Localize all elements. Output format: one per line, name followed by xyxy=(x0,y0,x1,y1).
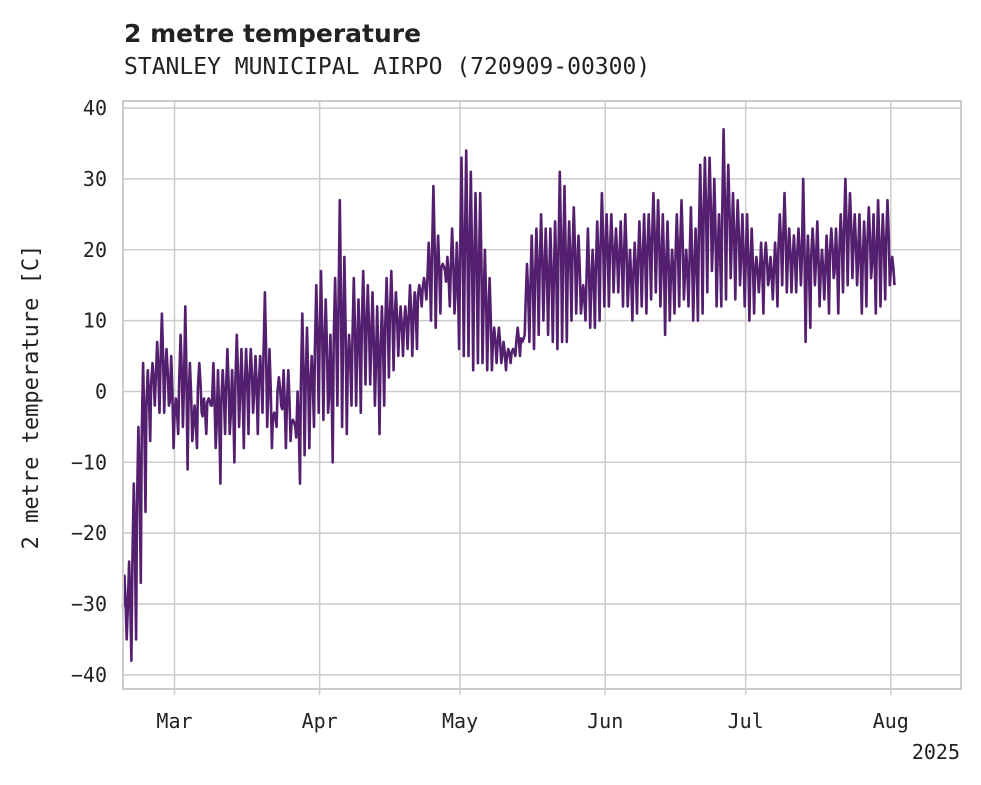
x-offset-label: 2025 xyxy=(912,740,960,764)
x-tick-label: Apr xyxy=(302,709,338,733)
x-tick-labels: Mar Apr May Jun Jul Aug xyxy=(156,709,908,733)
y-tick-label: 40 xyxy=(83,96,107,120)
x-tick-label: Mar xyxy=(156,709,192,733)
series-layer xyxy=(121,128,896,662)
y-tick-label: 30 xyxy=(83,167,107,191)
chart-subtitle: STANLEY MUNICIPAL AIRPO (720909-00300) xyxy=(124,54,650,80)
y-tick-label: 20 xyxy=(83,238,107,262)
y-tick-label: 0 xyxy=(95,379,107,403)
y-tick-label: −20 xyxy=(71,521,107,545)
chart-title: 2 metre temperature xyxy=(124,19,421,48)
x-tick-label: May xyxy=(442,709,478,733)
x-tick-label: Aug xyxy=(873,709,909,733)
plot-frame xyxy=(122,100,962,690)
y-axis-label: 2 metre temperature [C] xyxy=(19,245,44,550)
x-tick-label: Jul xyxy=(728,709,764,733)
x-tick-label: Jun xyxy=(587,709,623,733)
y-tick-labels: −40 −30 −20 −10 0 10 20 30 40 xyxy=(71,96,107,687)
y-tick-label: −30 xyxy=(71,592,107,616)
y-tick-label: −40 xyxy=(71,663,107,687)
temperature-series-line xyxy=(121,128,896,662)
y-tick-label: 10 xyxy=(83,309,107,333)
y-tick-label: −10 xyxy=(71,450,107,474)
